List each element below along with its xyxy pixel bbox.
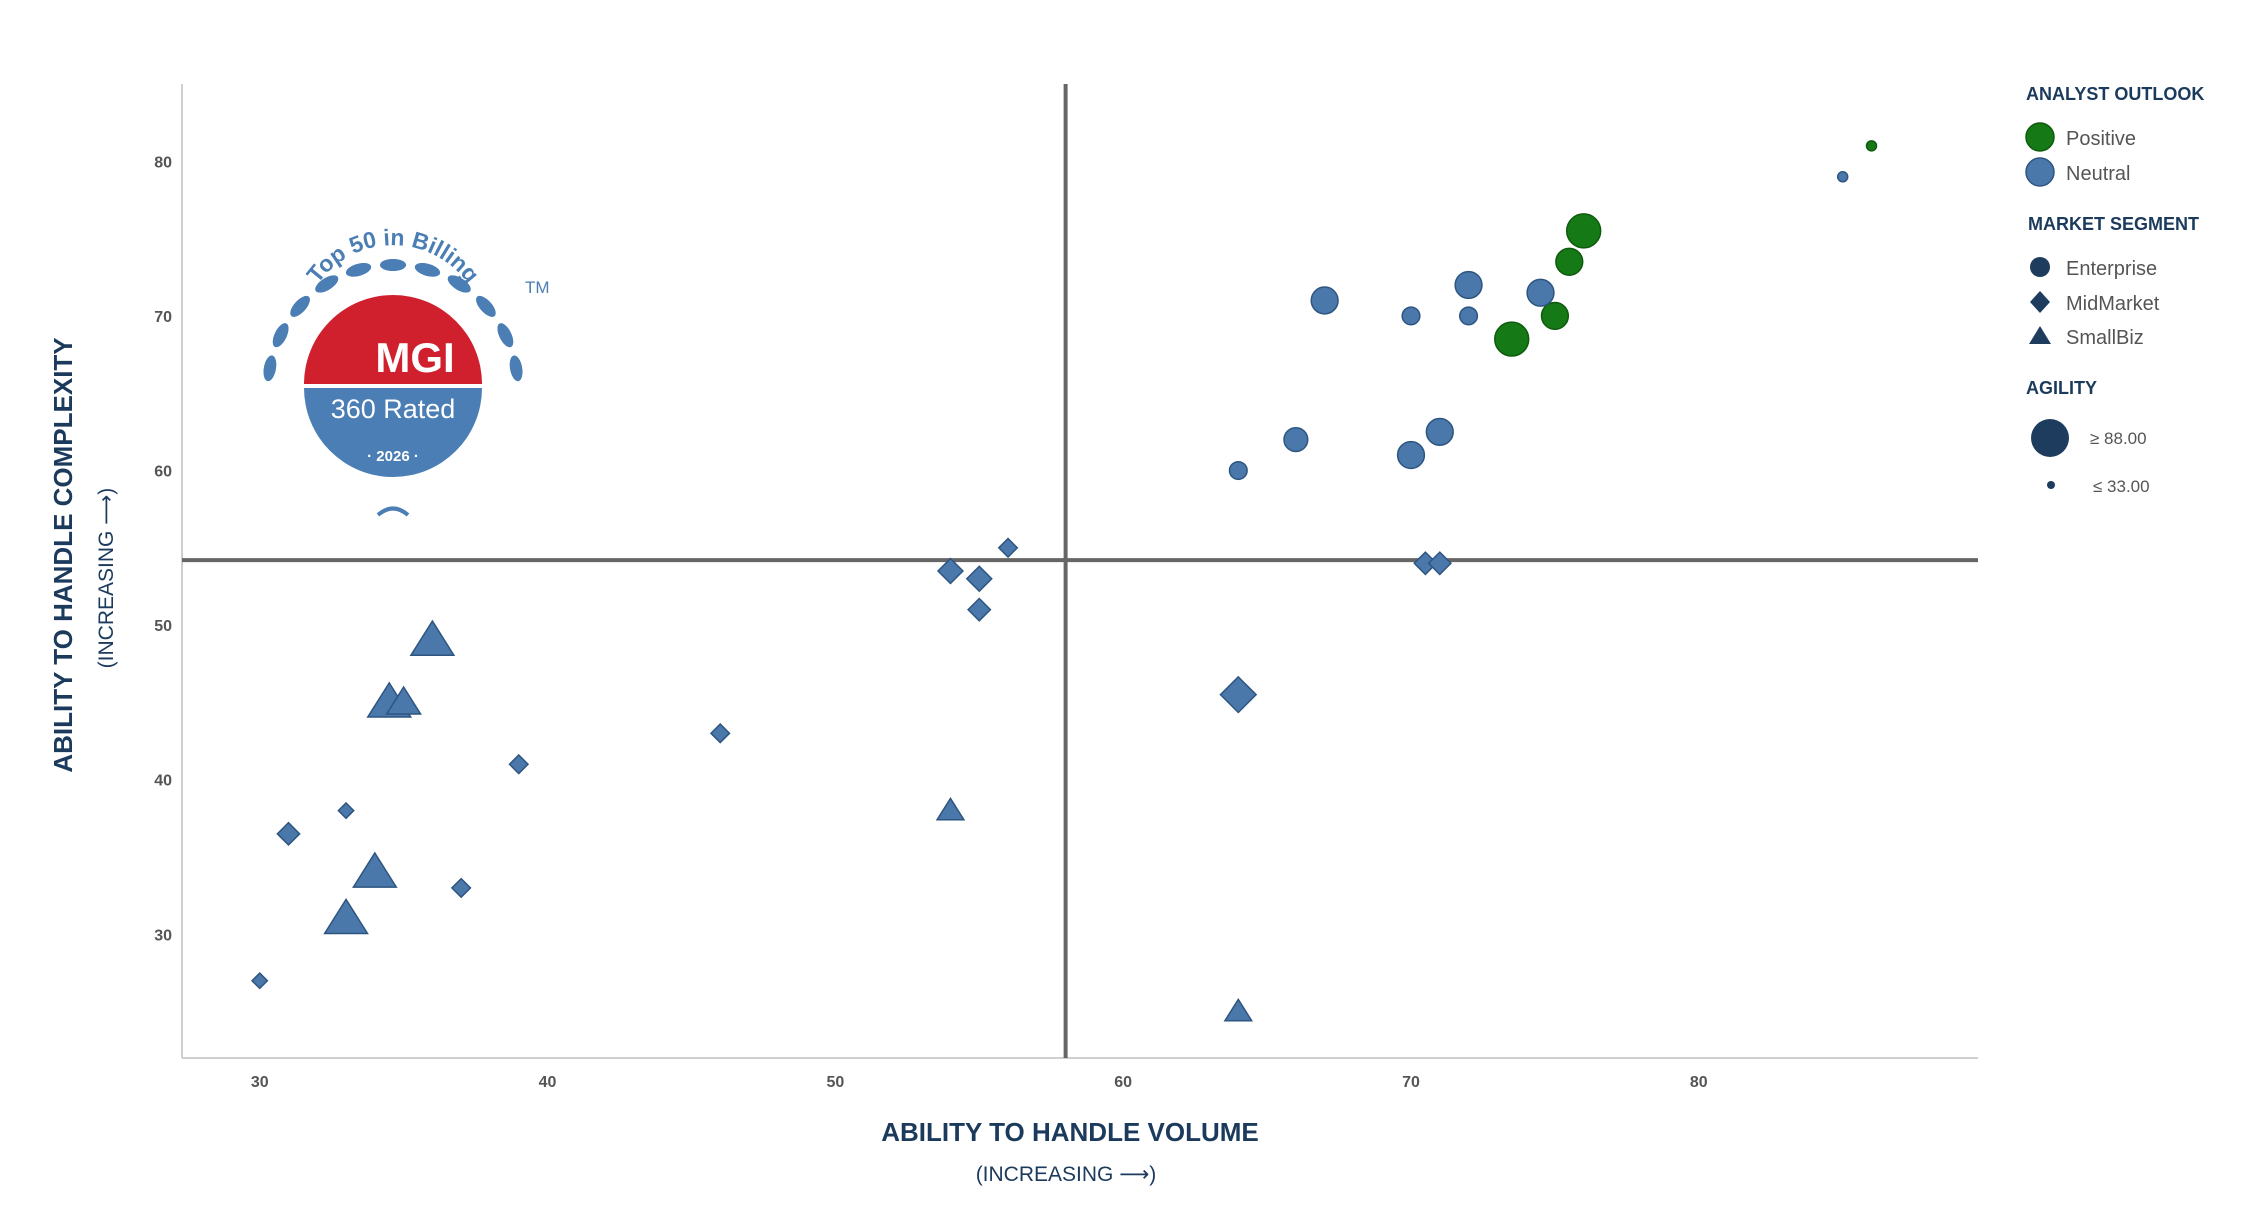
badge-trademark: TM — [525, 278, 550, 297]
y-tick-label: 80 — [154, 154, 172, 171]
badge-year: · 2026 · — [367, 448, 419, 465]
x-axis-title: ABILITY TO HANDLE VOLUME — [881, 1117, 1259, 1147]
laurel-leaf — [380, 259, 406, 271]
y-tick-label: 70 — [154, 309, 172, 326]
data-point-enterprise — [1526, 278, 1555, 307]
legend-agility-title: AGILITY — [2026, 378, 2097, 398]
laurel-wreath-icon — [263, 259, 523, 517]
legend-outlook-title: ANALYST OUTLOOK — [2026, 84, 2204, 104]
data-point-midmarket — [1219, 675, 1258, 714]
laurel-stem — [376, 506, 410, 517]
data-point-smallbiz — [409, 619, 456, 656]
data-point-midmarket — [967, 597, 992, 622]
data-point-smallbiz — [935, 797, 966, 821]
data-point-midmarket — [250, 971, 269, 990]
laurel-leaf — [272, 323, 289, 348]
data-points — [250, 140, 1878, 1022]
laurel-leaf — [447, 275, 471, 293]
laurel-leaf — [315, 275, 339, 293]
legend-agility-max-label: ≥ 88.00 — [2090, 429, 2147, 448]
data-point-midmarket — [508, 753, 530, 775]
laurel-leaf — [290, 295, 310, 317]
y-tick-label: 60 — [154, 464, 172, 481]
data-point-smallbiz — [352, 851, 398, 888]
x-tick-label: 30 — [251, 1074, 269, 1091]
data-point-midmarket — [965, 565, 993, 593]
data-point-enterprise — [1228, 460, 1248, 481]
y-axis-title: ABILITY TO HANDLE COMPLEXITY — [48, 337, 78, 772]
badge-arc-text: Top 50 in Billing — [301, 224, 484, 287]
x-tick-label: 80 — [1690, 1074, 1708, 1091]
data-point-smallbiz — [385, 685, 422, 715]
data-point-enterprise — [1555, 247, 1584, 276]
legend-agility-min-label: ≤ 33.00 — [2093, 477, 2150, 496]
data-point-midmarket — [337, 801, 355, 820]
legend-enterprise-label: Enterprise — [2066, 258, 2157, 280]
laurel-leaf — [497, 323, 514, 348]
laurel-leaf — [345, 263, 372, 277]
legend-midmarket-label: MidMarket — [2066, 293, 2160, 315]
legend-midmarket-swatch — [2030, 291, 2050, 313]
legend-neutral-swatch — [2025, 157, 2055, 187]
data-point-enterprise — [1454, 270, 1483, 300]
legend-smallbiz-label: SmallBiz — [2066, 327, 2144, 349]
data-point-enterprise — [1565, 213, 1602, 249]
laurel-leaf — [263, 355, 277, 382]
data-point-enterprise — [1310, 286, 1339, 315]
data-point-smallbiz — [323, 897, 369, 935]
data-point-midmarket — [709, 723, 731, 744]
x-tick-label: 40 — [539, 1074, 557, 1091]
data-point-enterprise — [1540, 301, 1570, 331]
badge-bottom-half — [304, 388, 482, 477]
legend-enterprise-swatch — [2030, 257, 2050, 277]
legend-segment-title: MARKET SEGMENT — [2028, 214, 2199, 234]
data-point-midmarket — [997, 537, 1019, 559]
legend: ANALYST OUTLOOK Positive Neutral MARKET … — [2025, 84, 2204, 496]
x-axis-subtitle: (INCREASING ⟶) — [976, 1163, 1157, 1186]
data-point-midmarket — [1427, 551, 1452, 576]
data-point-enterprise — [1865, 140, 1878, 152]
y-tick-labels: 30 40 50 60 70 80 — [154, 154, 172, 944]
x-tick-labels: 30 40 50 60 70 80 — [251, 1074, 1708, 1091]
data-point-enterprise — [1401, 306, 1421, 326]
data-point-enterprise — [1425, 417, 1454, 447]
laurel-leaf — [476, 295, 496, 317]
data-point-enterprise — [1836, 171, 1849, 183]
y-tick-label: 30 — [154, 927, 172, 944]
data-point-enterprise — [1458, 306, 1479, 326]
x-tick-label: 60 — [1114, 1074, 1132, 1091]
data-point-enterprise — [1283, 426, 1309, 453]
x-tick-label: 50 — [826, 1074, 844, 1091]
y-tick-label: 40 — [154, 773, 172, 790]
y-tick-label: 50 — [154, 618, 172, 635]
data-point-enterprise — [1396, 440, 1426, 470]
legend-positive-label: Positive — [2066, 128, 2136, 150]
badge-brand: MGI — [375, 334, 454, 381]
legend-smallbiz-swatch — [2029, 326, 2051, 344]
legend-agility-min-swatch — [2047, 481, 2055, 489]
laurel-leaf — [414, 263, 441, 277]
laurel-leaf — [509, 355, 523, 382]
mgi-360-rated-badge: Top 50 in Billing TM MGI 360 Rated · 202… — [263, 224, 550, 517]
legend-agility-max-swatch — [2031, 419, 2069, 457]
badge-rating: 360 Rated — [331, 394, 456, 424]
data-point-smallbiz — [1223, 998, 1254, 1022]
data-point-midmarket — [450, 877, 472, 899]
badge-top-half — [304, 295, 482, 384]
legend-neutral-label: Neutral — [2066, 163, 2130, 185]
data-point-midmarket — [936, 557, 965, 585]
x-tick-label: 70 — [1402, 1074, 1420, 1091]
legend-positive-swatch — [2025, 122, 2055, 152]
data-point-midmarket — [276, 821, 301, 847]
data-point-enterprise — [1494, 321, 1530, 357]
y-axis-subtitle: (INCREASING ⟶) — [95, 488, 118, 669]
